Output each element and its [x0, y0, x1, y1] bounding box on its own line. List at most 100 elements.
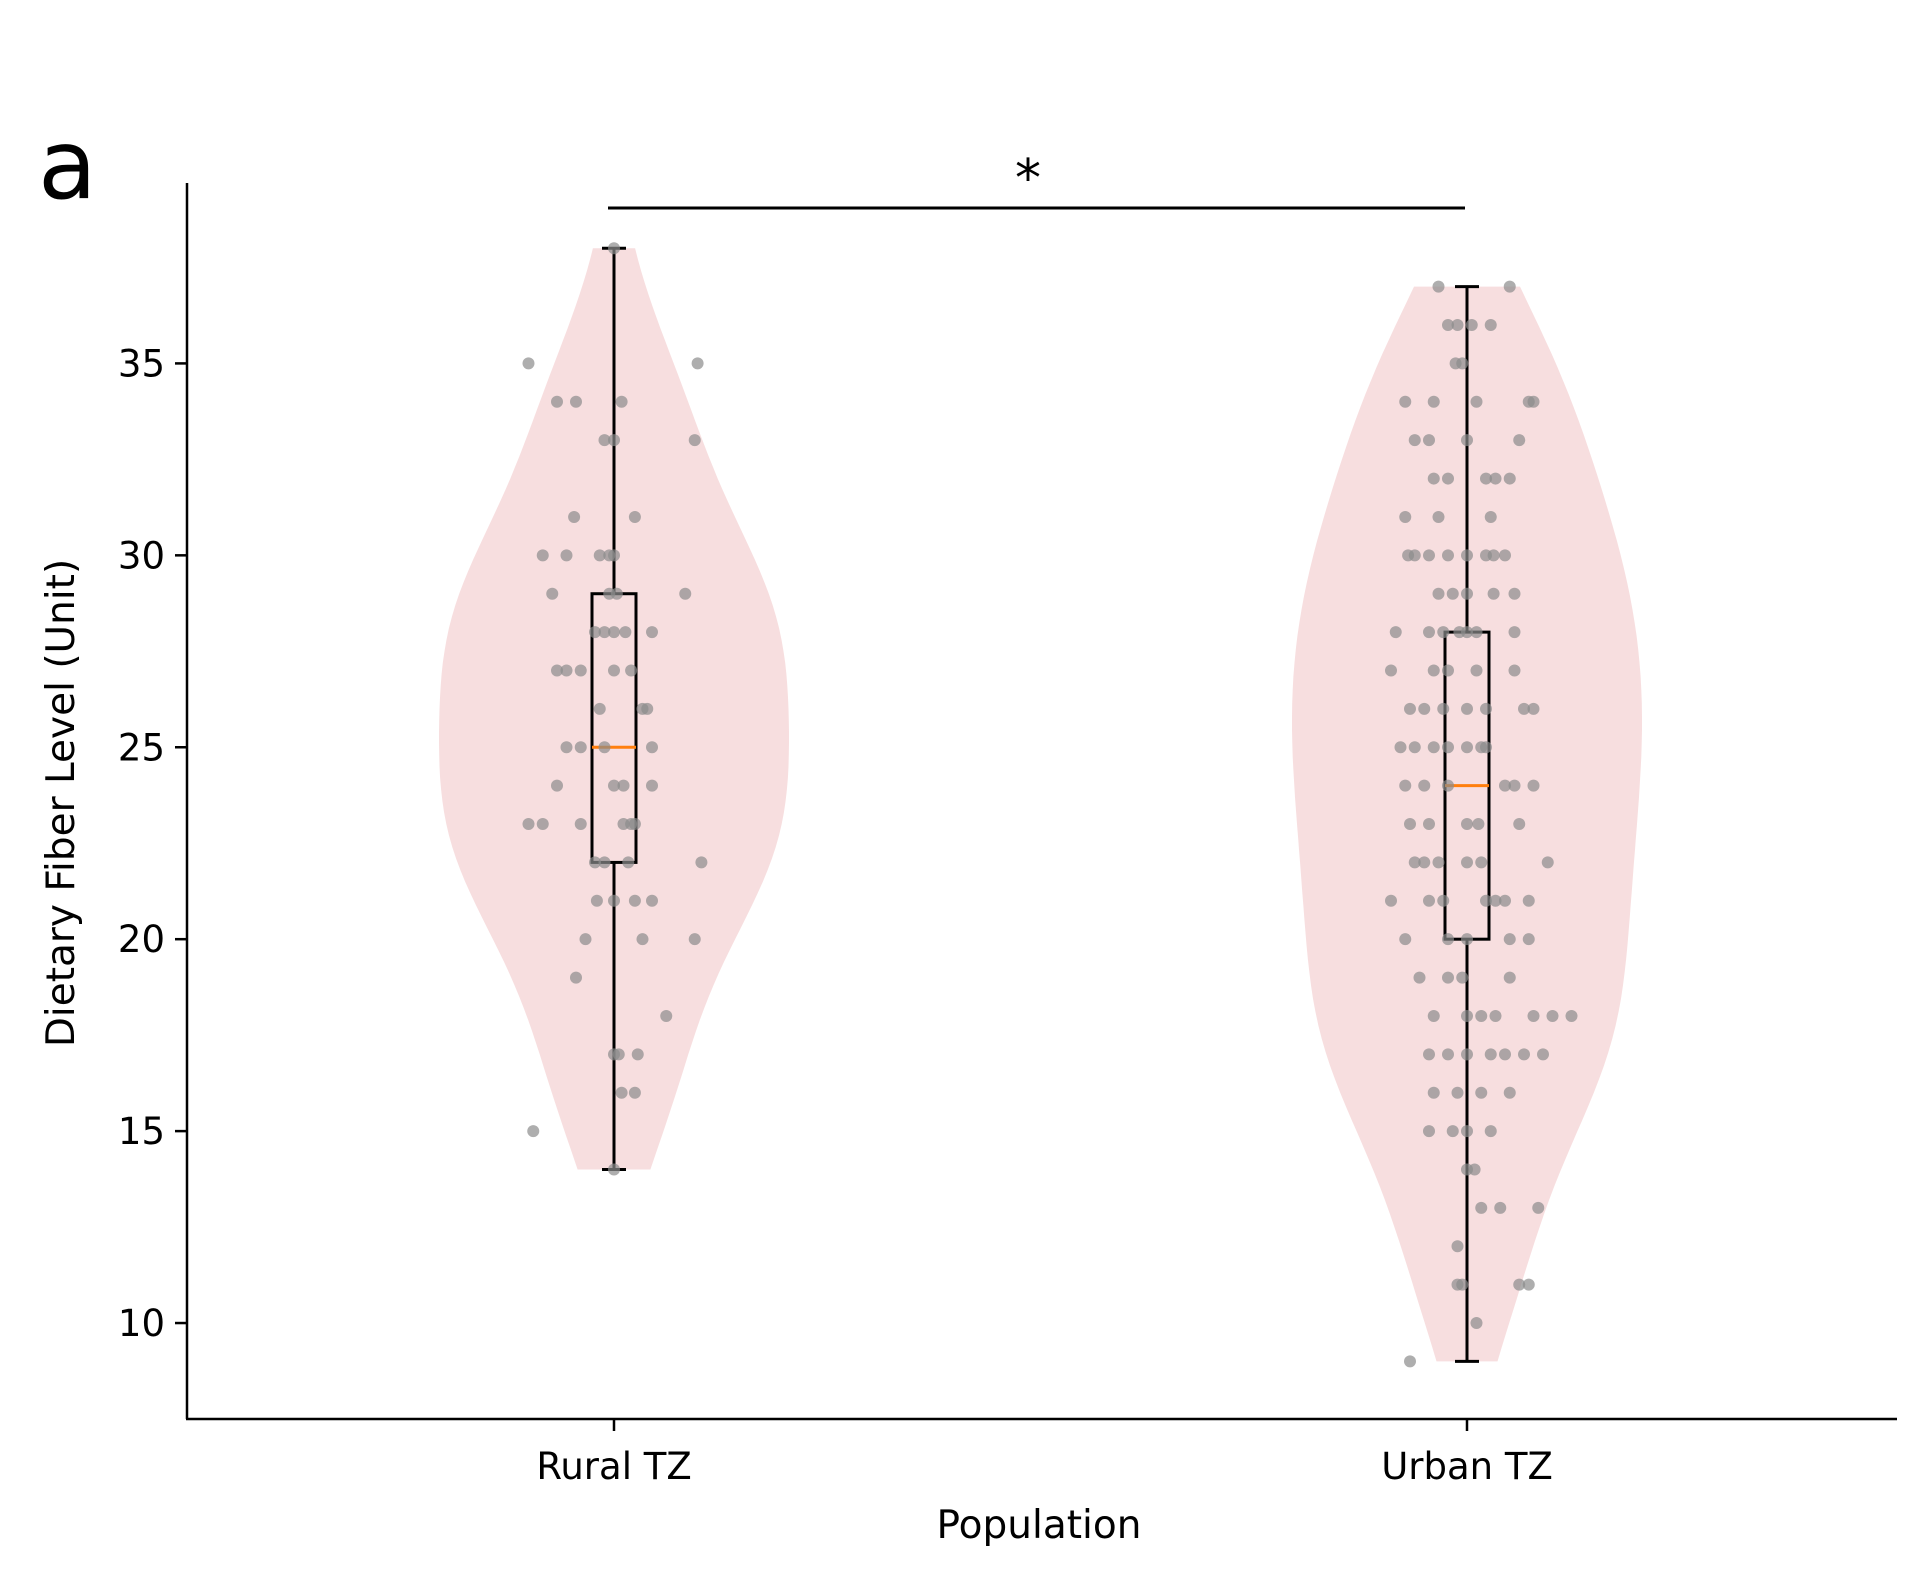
data-point — [1385, 894, 1397, 907]
data-point — [1475, 1009, 1488, 1022]
data-point — [1461, 933, 1473, 946]
y-tick-label: 30 — [118, 534, 165, 577]
data-point — [628, 818, 641, 831]
data-point — [551, 395, 563, 408]
data-point — [1399, 779, 1412, 792]
data-point — [1427, 1086, 1440, 1099]
data-point — [1565, 1009, 1578, 1022]
data-point — [574, 664, 587, 677]
data-point — [1451, 319, 1464, 332]
data-point — [1480, 741, 1492, 754]
data-point — [1461, 549, 1473, 562]
data-point — [574, 818, 587, 831]
data-point — [1399, 933, 1412, 946]
data-point — [1527, 395, 1540, 408]
data-point — [1475, 1086, 1488, 1099]
data-point — [660, 1009, 673, 1022]
data-point — [570, 395, 582, 408]
data-point — [551, 664, 563, 677]
y-tick-label: 25 — [118, 726, 165, 769]
data-point — [536, 818, 549, 831]
data-point — [646, 894, 658, 907]
data-point — [1442, 549, 1454, 562]
x-ticks: Rural TZ Urban TZ — [536, 1419, 1553, 1488]
data-point — [1494, 1201, 1507, 1214]
data-point — [1527, 1009, 1540, 1022]
data-point — [1499, 894, 1511, 907]
data-point — [522, 357, 535, 370]
data-point — [636, 933, 649, 946]
significance-label: * — [1015, 149, 1041, 209]
data-point — [1446, 587, 1459, 600]
data-point — [1389, 626, 1402, 639]
data-point — [527, 1125, 540, 1138]
data-point — [1503, 1086, 1516, 1099]
data-point — [1451, 1240, 1464, 1253]
data-point — [625, 664, 638, 677]
data-point — [1432, 587, 1445, 600]
data-point — [617, 818, 630, 831]
data-point — [1399, 510, 1412, 523]
data-point — [589, 626, 601, 639]
data-point — [1522, 1278, 1535, 1291]
data-point — [1484, 1048, 1497, 1061]
data-point — [1461, 741, 1473, 754]
data-point — [1487, 587, 1500, 600]
data-point — [1513, 434, 1526, 447]
data-point — [1527, 702, 1540, 715]
data-point — [590, 894, 603, 907]
data-point — [1427, 664, 1440, 677]
data-point — [615, 395, 628, 408]
data-point — [1503, 472, 1516, 485]
data-point — [1432, 856, 1445, 869]
significance-annotation: * — [608, 149, 1465, 210]
data-point — [1499, 779, 1511, 792]
data-point — [598, 856, 611, 869]
y-tick-label: 15 — [118, 1110, 165, 1153]
data-point — [1442, 1048, 1454, 1061]
data-point — [1456, 1278, 1469, 1291]
y-tick-label: 10 — [118, 1302, 165, 1345]
data-point — [546, 587, 559, 600]
data-point — [608, 664, 620, 677]
data-point — [1484, 1125, 1497, 1138]
data-point — [598, 434, 611, 447]
data-point — [1480, 894, 1492, 907]
data-point — [608, 626, 620, 639]
data-point — [1475, 1201, 1488, 1214]
data-point — [589, 856, 601, 869]
panel-label: a — [38, 109, 97, 221]
data-point — [1541, 856, 1554, 869]
data-point — [679, 587, 692, 600]
y-tick-label: 20 — [118, 918, 165, 961]
data-point — [1470, 664, 1483, 677]
data-point — [619, 626, 632, 639]
data-point — [1513, 1278, 1526, 1291]
data-point — [1508, 587, 1521, 600]
data-point — [560, 664, 573, 677]
data-point — [1503, 971, 1516, 984]
data-point — [593, 549, 606, 562]
data-point — [608, 242, 620, 255]
data-point — [1427, 1009, 1440, 1022]
data-point — [1546, 1009, 1559, 1022]
data-point — [1394, 741, 1407, 754]
data-point — [1423, 626, 1435, 639]
data-point — [628, 1086, 641, 1099]
data-point — [536, 549, 549, 562]
data-point — [1404, 818, 1416, 831]
data-point — [1484, 510, 1497, 523]
data-point — [1527, 779, 1540, 792]
data-point — [1468, 1163, 1481, 1176]
data-point — [1442, 319, 1454, 332]
data-point — [688, 933, 701, 946]
data-point — [1442, 741, 1454, 754]
data-point — [622, 856, 635, 869]
data-point — [1427, 741, 1440, 754]
data-point — [615, 1086, 628, 1099]
data-point — [1456, 971, 1469, 984]
data-point — [1465, 319, 1478, 332]
data-point — [646, 741, 658, 754]
data-point — [560, 741, 573, 754]
